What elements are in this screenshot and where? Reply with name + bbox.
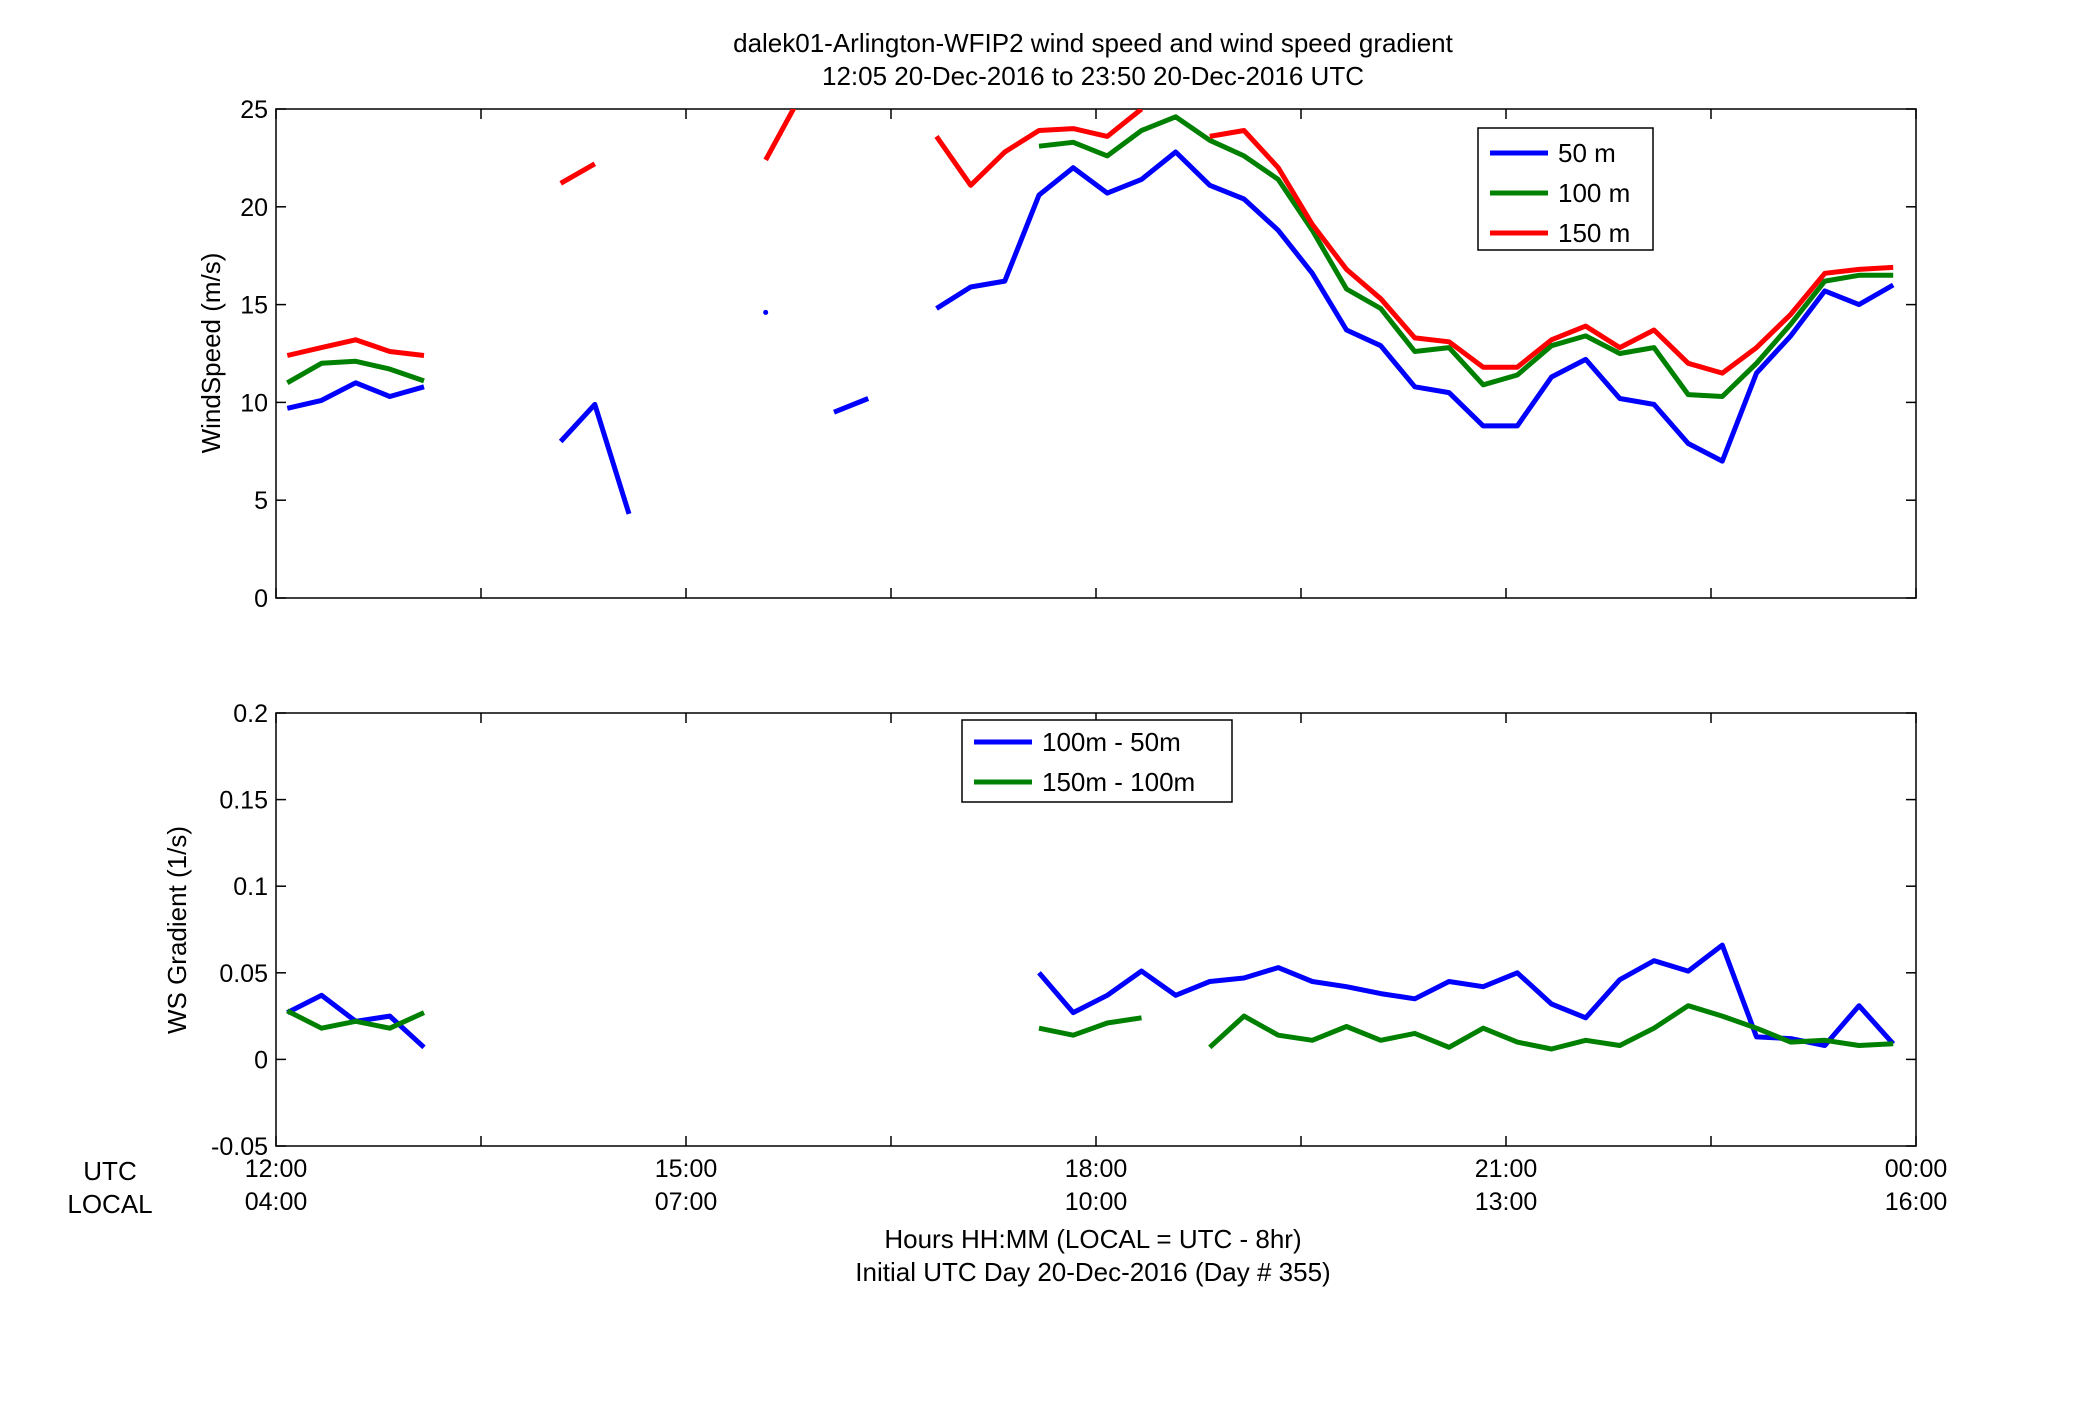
windspeed-legend-label-100-m: 100 m xyxy=(1558,178,1630,208)
windspeed-series-150-m-line xyxy=(1209,128,1894,376)
windspeed-y-tick-label: 5 xyxy=(254,487,268,515)
x-axis-label-line1: Hours HH:MM (LOCAL = UTC - 8hr) xyxy=(884,1224,1301,1254)
x-tick-labels: 12:00 04:00 15:00 07:00 18:00 10:00 21:00 13:00… xyxy=(245,1155,1948,1216)
gradient-legend-box xyxy=(961,719,1233,803)
gradient-y-axis-label: WS Gradient (1/s) xyxy=(162,826,192,1034)
figure-title-line2: 12:05 20-Dec-2016 to 23:50 20-Dec-2016 U… xyxy=(822,61,1364,91)
gradient-y-tick-label: 0.05 xyxy=(219,960,268,988)
utc-row-label: UTC xyxy=(83,1156,136,1186)
windspeed-series-50-m-line xyxy=(558,401,632,515)
x-tick-label-utc: 12:00 xyxy=(245,1155,308,1183)
gradient-panel: -0.05 0 0.05 0.1 0.15 0.2 WS Gradient (1/s) 1… xyxy=(162,700,1917,1161)
windspeed-series-50-m-line xyxy=(286,380,425,411)
gradient-y-tick-label: 0.1 xyxy=(233,873,268,901)
windspeed-series-50-m-line xyxy=(833,396,870,415)
gradient-y-tick-label: 0.2 xyxy=(233,700,268,728)
gradient-legend: 100m - 50m 150m - 100m xyxy=(961,719,1233,803)
windspeed-y-tick-label: 15 xyxy=(240,292,268,320)
gradient-y-ticks: -0.05 0 0.05 0.1 0.15 0.2 xyxy=(211,700,1916,1161)
windspeed-series-50-m-line xyxy=(935,149,1895,464)
gradient-y-tick-label: 0 xyxy=(254,1046,268,1074)
gradient-series-100m-50m-line xyxy=(1037,942,1896,1048)
windspeed-legend-label-150-m: 150 m xyxy=(1558,218,1630,248)
gradient-series-150m-100m-line xyxy=(1038,1015,1142,1038)
windspeed-series-100-m-line xyxy=(1038,114,1894,399)
x-tick-label-local: 07:00 xyxy=(655,1188,718,1216)
x-tick-label-local: 10:00 xyxy=(1065,1188,1128,1216)
gradient-series xyxy=(286,942,1896,1052)
windspeed-y-tick-label: 0 xyxy=(254,585,268,613)
windspeed-y-tick-label: 10 xyxy=(240,389,268,417)
x-tick-label-utc: 18:00 xyxy=(1065,1155,1128,1183)
x-tick-label-utc: 15:00 xyxy=(655,1155,718,1183)
windspeed-legend-box xyxy=(1477,127,1654,251)
local-row-label: LOCAL xyxy=(67,1189,152,1219)
windspeed-y-axis-label: WindSpeed (m/s) xyxy=(196,253,226,454)
windspeed-series-150-m-line xyxy=(763,109,797,162)
windspeed-legend-label-50-m: 50 m xyxy=(1558,138,1616,168)
gradient-x-ticks xyxy=(275,713,1917,1146)
gradient-legend-label-150m-100m: 150m - 100m xyxy=(1042,767,1195,797)
windspeed-series-150-m-line xyxy=(559,161,597,186)
windspeed-panel: 0 5 10 15 20 25 WindSpeed (m/s) 50 m 100 m 150 … xyxy=(196,96,1917,613)
windspeed-x-ticks xyxy=(275,109,1917,598)
windspeed-y-ticks: 0 5 10 15 20 25 xyxy=(240,96,1916,613)
windspeed-series-150-m-line xyxy=(934,109,1144,188)
gradient-y-tick-label: 0.15 xyxy=(219,787,268,815)
windspeed-series-100-m-line xyxy=(286,358,425,385)
gradient-series-150m-100m-line xyxy=(286,1008,426,1031)
windspeed-series xyxy=(286,109,1895,515)
x-tick-label-local: 13:00 xyxy=(1475,1188,1538,1216)
x-tick-label-local: 04:00 xyxy=(245,1188,308,1216)
gradient-y-tick-label: -0.05 xyxy=(211,1133,268,1161)
windspeed-series-50-m-point xyxy=(763,309,769,315)
x-tick-label-utc: 00:00 xyxy=(1885,1155,1948,1183)
x-axis-label-line2: Initial UTC Day 20-Dec-2016 (Day # 355) xyxy=(855,1257,1330,1287)
windspeed-y-tick-label: 20 xyxy=(240,194,268,222)
windspeed-y-tick-label: 25 xyxy=(240,96,268,124)
gradient-legend-label-100m-50m: 100m - 50m xyxy=(1042,727,1181,757)
x-tick-label-local: 16:00 xyxy=(1885,1188,1948,1216)
gradient-series-150m-100m-line xyxy=(1208,1003,1894,1052)
figure-title-line1: dalek01-Arlington-WFIP2 wind speed and w… xyxy=(733,28,1454,58)
windspeed-series-150-m-line xyxy=(286,337,425,358)
x-tick-label-utc: 21:00 xyxy=(1475,1155,1538,1183)
windspeed-legend: 50 m 100 m 150 m xyxy=(1477,127,1654,251)
